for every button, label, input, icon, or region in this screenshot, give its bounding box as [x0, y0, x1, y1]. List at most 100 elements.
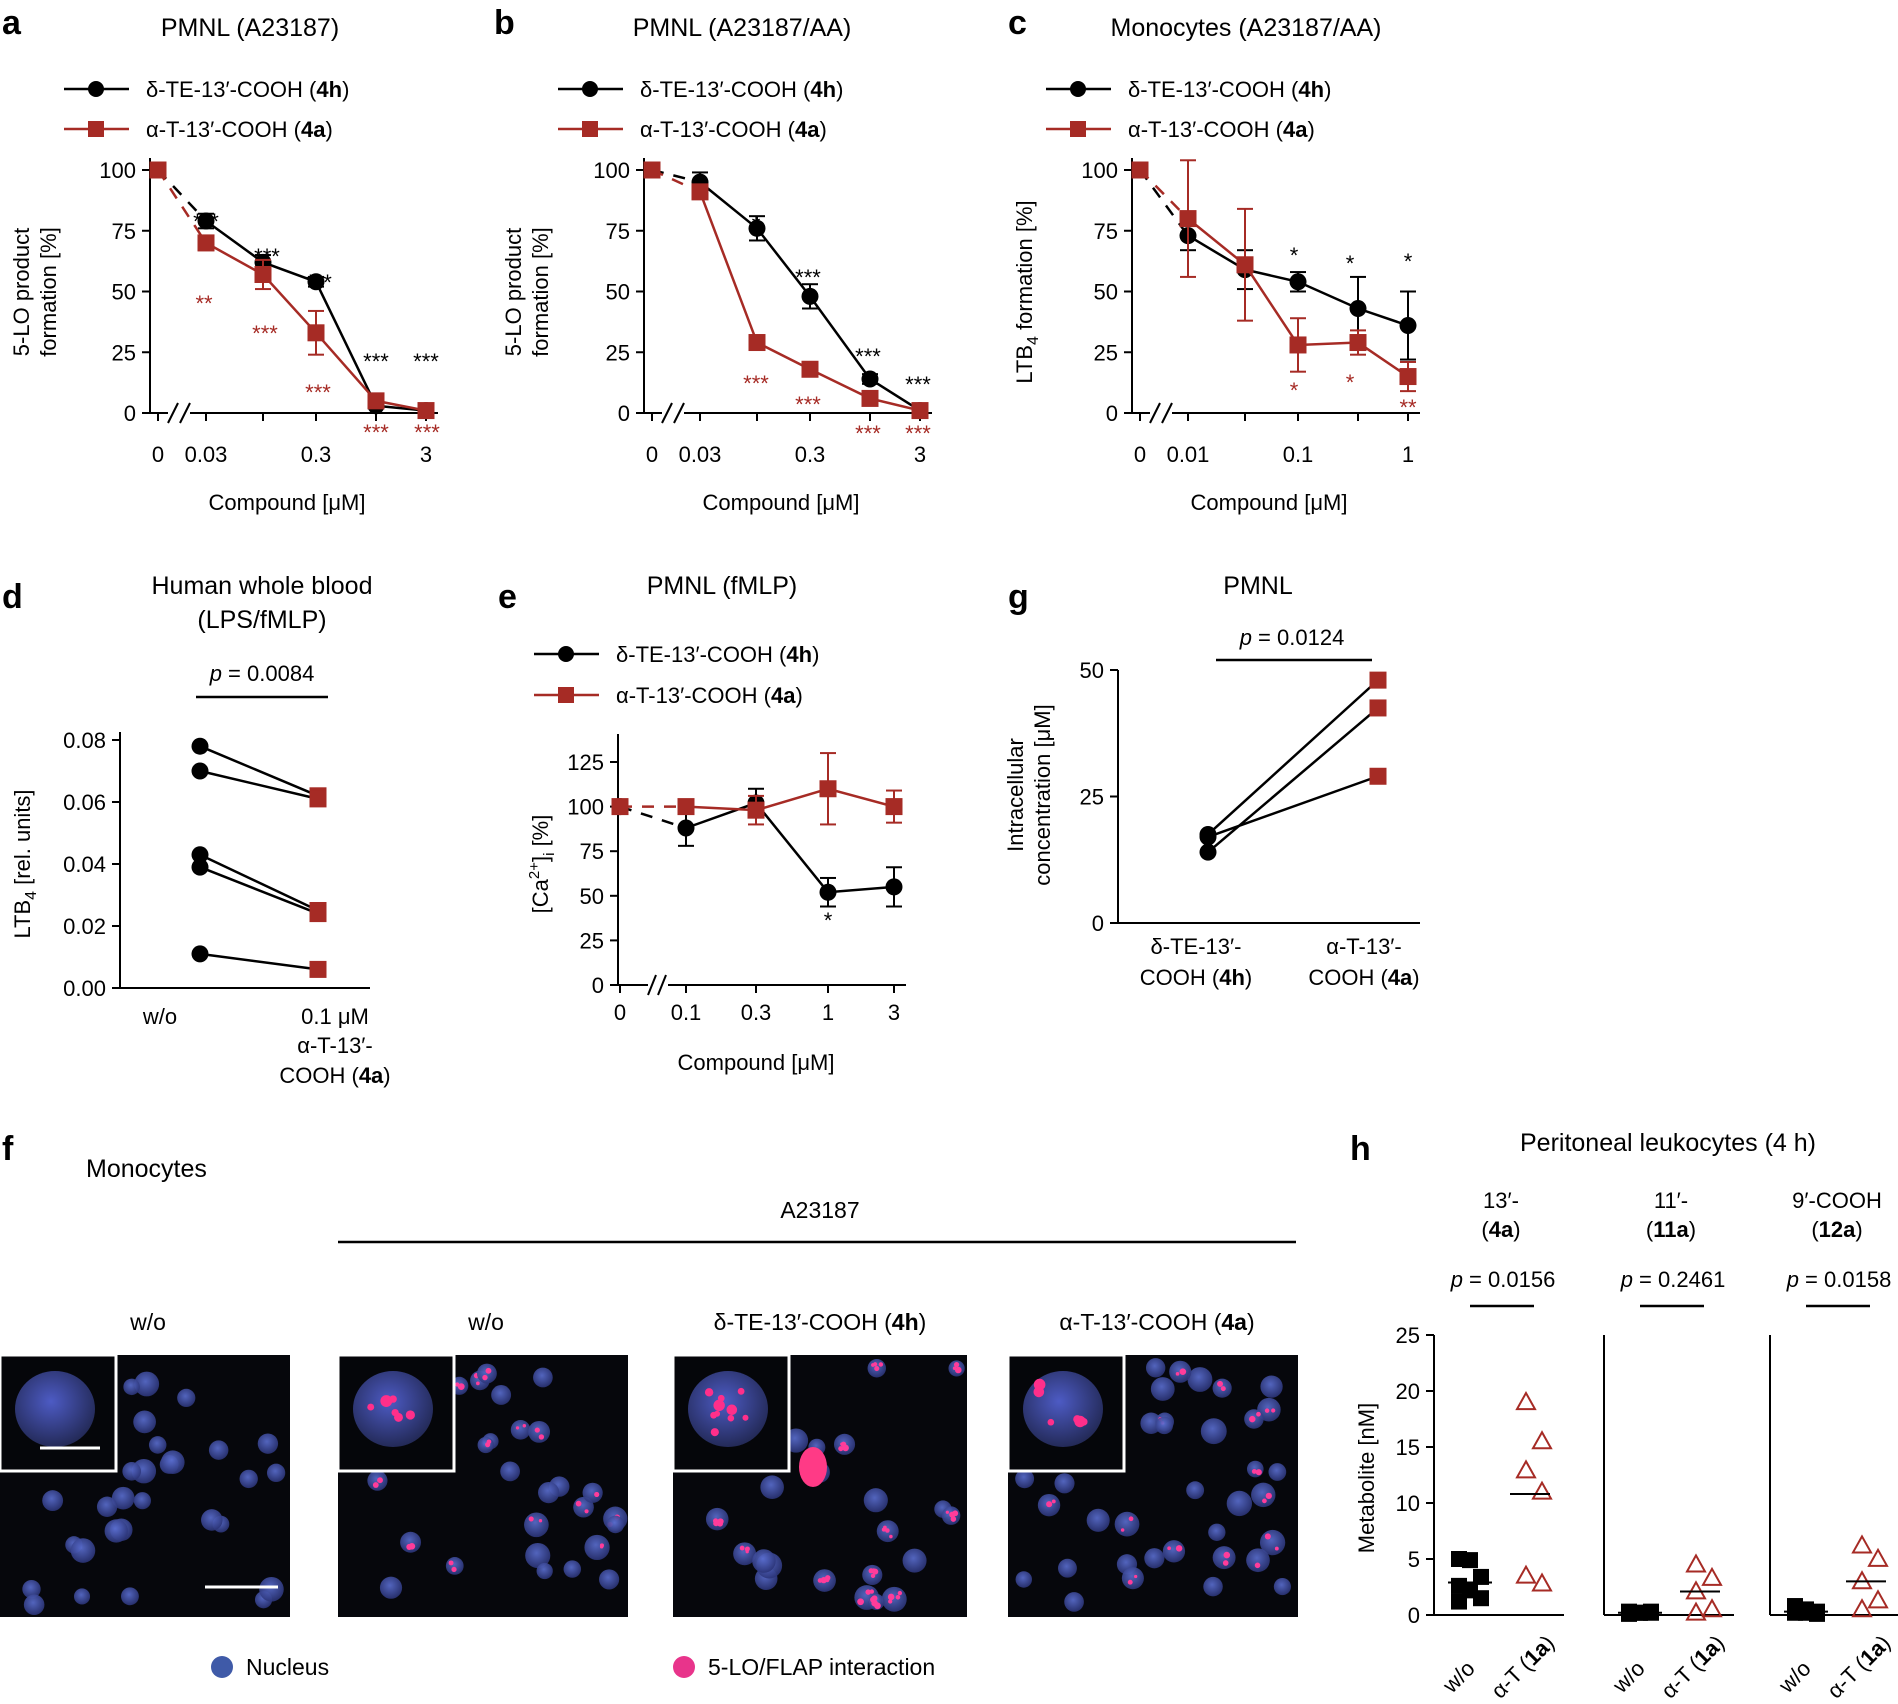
p-value-label: p = 0.0124 [1239, 625, 1345, 650]
x-category-label: α-T-13′- [297, 1033, 373, 1058]
significance-red: *** [252, 321, 278, 346]
y-tick-label: 50 [1094, 280, 1118, 305]
significance-red: *** [795, 392, 821, 417]
x-category-label: w/o [1607, 1656, 1650, 1699]
cat-close: ) [383, 1063, 390, 1088]
panel-title-h: Peritoneal leukocytes (4 h) [1520, 1129, 1816, 1157]
cell-nucleus [177, 1388, 196, 1408]
data-point-treated [1851, 1598, 1873, 1618]
interaction-spot [1262, 1498, 1267, 1504]
y-tick-label: 0.00 [63, 976, 106, 1001]
legend-close: ) [1307, 117, 1314, 142]
data-point [747, 801, 765, 819]
x-tick-label: 0.03 [679, 442, 722, 467]
chart-a-legend-label-red: α-T-13′-COOH (4a) [146, 117, 333, 142]
y-tick-label: 50 [112, 280, 136, 305]
panel-letter-f: f [2, 1130, 14, 1168]
interaction-spot [950, 1516, 957, 1522]
heading-part: ( [1646, 1217, 1654, 1242]
interaction-spot [885, 1528, 890, 1533]
y-tick-label: 0.08 [63, 728, 106, 753]
y-axis-title: [Ca2+]i [%] [526, 815, 558, 914]
y-tick-label: 20 [1396, 1379, 1420, 1404]
interaction-spot [1220, 1386, 1226, 1392]
data-point [691, 183, 709, 201]
data-point-control [1643, 1603, 1659, 1620]
interaction-spot [713, 1520, 719, 1527]
cat-bold: 4h [1219, 965, 1245, 990]
legend-name: δ-TE-13′-COOH ( [640, 77, 811, 102]
panel-letter-e: e [498, 578, 517, 616]
x-category-label: COOH (4a) [1308, 965, 1419, 990]
axis-break [167, 402, 179, 424]
cell-nucleus [1212, 1546, 1236, 1570]
x-axis-title: Compound [μM] [703, 490, 860, 515]
legend-bold: 4h [1298, 77, 1324, 102]
interaction-spot [1251, 1469, 1257, 1474]
y-tick-label: 0.06 [63, 790, 106, 815]
cell-nucleus [42, 1490, 64, 1512]
inset-interaction-spot [742, 1414, 749, 1421]
interaction-spot [838, 1446, 844, 1452]
data-point [307, 273, 325, 291]
cell-nucleus [122, 1461, 142, 1481]
legend-bold: 4h [316, 77, 342, 102]
interaction-spot [1271, 1408, 1276, 1413]
legend-nucleus-label: Nucleus [246, 1654, 329, 1680]
heading-bold: 4a [1489, 1217, 1514, 1242]
pair-line [1207, 679, 1379, 836]
panel-title-b: PMNL (A23187/AA) [633, 14, 852, 42]
data-point-treated [1851, 1570, 1873, 1590]
data-point [677, 798, 695, 816]
legend-bold: 4a [771, 683, 796, 708]
p-number: = 0.0158 [1799, 1267, 1891, 1292]
interaction-spot [538, 1434, 545, 1440]
chart-d: 0.00 0.02 0.04 0.06 0.08 LTB4 [rel. units] p =… [10, 661, 391, 1088]
y-tick-label: 25 [580, 928, 604, 953]
data-point-treated [1369, 699, 1387, 717]
cell-nucleus [1208, 1523, 1226, 1541]
chart-e: δ-TE-13′-COOH (4h)α-T-13′-COOH (4a)02550… [526, 642, 906, 1075]
panel-letter-b: b [494, 4, 515, 42]
interaction-spot [534, 1427, 540, 1433]
heading-part: ( [1811, 1217, 1819, 1242]
panel-title-d: Human whole blood [152, 572, 373, 600]
x-category-label: COOH (4h) [1140, 965, 1252, 990]
cell-nucleus [1203, 1576, 1223, 1597]
y-tick-label: 0 [1106, 401, 1118, 426]
data-point [1131, 161, 1149, 179]
interaction-spot [1128, 1516, 1134, 1522]
cell-nucleus [1260, 1375, 1283, 1398]
y-tick-label: 25 [606, 340, 630, 365]
inset-interaction-spot [737, 1387, 745, 1395]
panel-title-c: Monocytes (A23187/AA) [1111, 14, 1382, 42]
x-tick-label: 0 [614, 1000, 626, 1025]
ylabel-part: [rel. units] [10, 789, 35, 890]
micrograph-4a [1006, 1353, 1298, 1617]
series-line [685, 801, 895, 894]
inset-interaction-spot [726, 1404, 738, 1416]
interaction-spot [745, 1550, 749, 1554]
cell-nucleus [524, 1512, 549, 1538]
subpanel-heading: 13′- [1483, 1188, 1519, 1213]
interaction-spot [865, 1589, 871, 1595]
cell-nucleus [259, 1576, 284, 1602]
series-line [685, 787, 895, 812]
interaction-cluster [799, 1447, 827, 1487]
interaction-spot [1051, 1499, 1056, 1504]
axis-break [1161, 402, 1173, 424]
data-point-control [191, 858, 209, 876]
legend-close: ) [812, 642, 819, 667]
cell-nucleus [752, 1549, 776, 1573]
chart-c: δ-TE-13′-COOH (4h)α-T-13′-COOH (4a)02550… [1012, 77, 1420, 515]
p-number: = 0.0084 [222, 661, 314, 686]
significance-black: * [1404, 249, 1413, 274]
y-tick-label: 75 [112, 219, 136, 244]
x-tick-label: 0.3 [741, 1000, 772, 1025]
data-point-control [191, 737, 209, 755]
cell-nucleus [491, 1385, 512, 1405]
micrograph-4h [671, 1353, 967, 1617]
interaction-spot [482, 1374, 488, 1381]
x-tick-label: 0.1 [1283, 442, 1314, 467]
significance-black: *** [413, 349, 439, 374]
